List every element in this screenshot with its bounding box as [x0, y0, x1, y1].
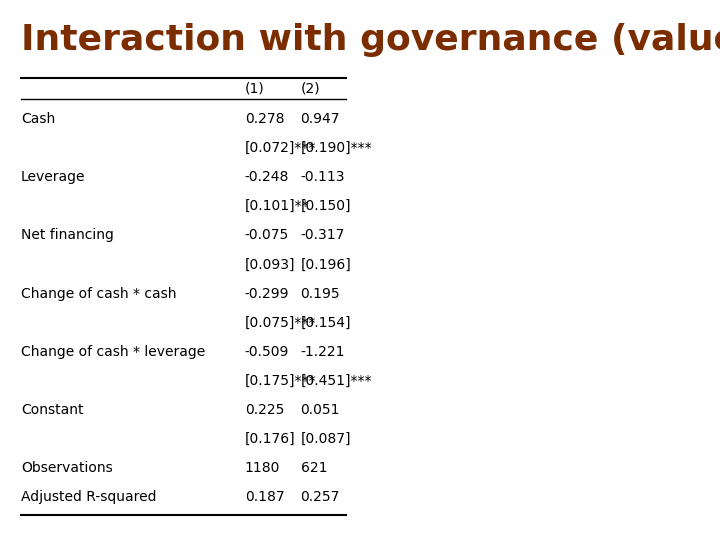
Text: Change of cash * cash: Change of cash * cash — [21, 287, 176, 301]
Text: [0.175]***: [0.175]*** — [245, 374, 316, 388]
Text: Change of cash * leverage: Change of cash * leverage — [21, 345, 205, 359]
Text: 0.947: 0.947 — [300, 112, 340, 126]
Text: -0.248: -0.248 — [245, 170, 289, 184]
Text: Leverage: Leverage — [21, 170, 86, 184]
Text: -0.075: -0.075 — [245, 228, 289, 242]
Text: -0.317: -0.317 — [300, 228, 345, 242]
Text: 621: 621 — [300, 461, 327, 475]
Text: Interaction with governance (value of cash): Interaction with governance (value of ca… — [21, 23, 720, 57]
Text: 1180: 1180 — [245, 461, 280, 475]
Text: [0.075]***: [0.075]*** — [245, 316, 316, 330]
Text: 0.278: 0.278 — [245, 112, 284, 126]
Text: [0.451]***: [0.451]*** — [300, 374, 372, 388]
Text: [0.190]***: [0.190]*** — [300, 141, 372, 155]
Text: [0.072]***: [0.072]*** — [245, 141, 316, 155]
Text: 0.187: 0.187 — [245, 490, 284, 504]
Text: -0.509: -0.509 — [245, 345, 289, 359]
Text: Constant: Constant — [21, 403, 84, 417]
Text: Observations: Observations — [21, 461, 112, 475]
Text: -1.221: -1.221 — [300, 345, 345, 359]
Text: [0.150]: [0.150] — [300, 199, 351, 213]
Text: Adjusted R-squared: Adjusted R-squared — [21, 490, 156, 504]
Text: 0.051: 0.051 — [300, 403, 340, 417]
Text: -0.113: -0.113 — [300, 170, 345, 184]
Text: [0.196]: [0.196] — [300, 258, 351, 272]
Text: Net financing: Net financing — [21, 228, 114, 242]
Text: [0.154]: [0.154] — [300, 316, 351, 330]
Text: (1): (1) — [245, 82, 264, 96]
Text: (2): (2) — [300, 82, 320, 96]
Text: [0.101]**: [0.101]** — [245, 199, 310, 213]
Text: Cash: Cash — [21, 112, 55, 126]
Text: [0.093]: [0.093] — [245, 258, 295, 272]
Text: -0.299: -0.299 — [245, 287, 289, 301]
Text: [0.176]: [0.176] — [245, 432, 295, 446]
Text: 0.225: 0.225 — [245, 403, 284, 417]
Text: [0.087]: [0.087] — [300, 432, 351, 446]
Text: 0.195: 0.195 — [300, 287, 340, 301]
Text: 0.257: 0.257 — [300, 490, 340, 504]
